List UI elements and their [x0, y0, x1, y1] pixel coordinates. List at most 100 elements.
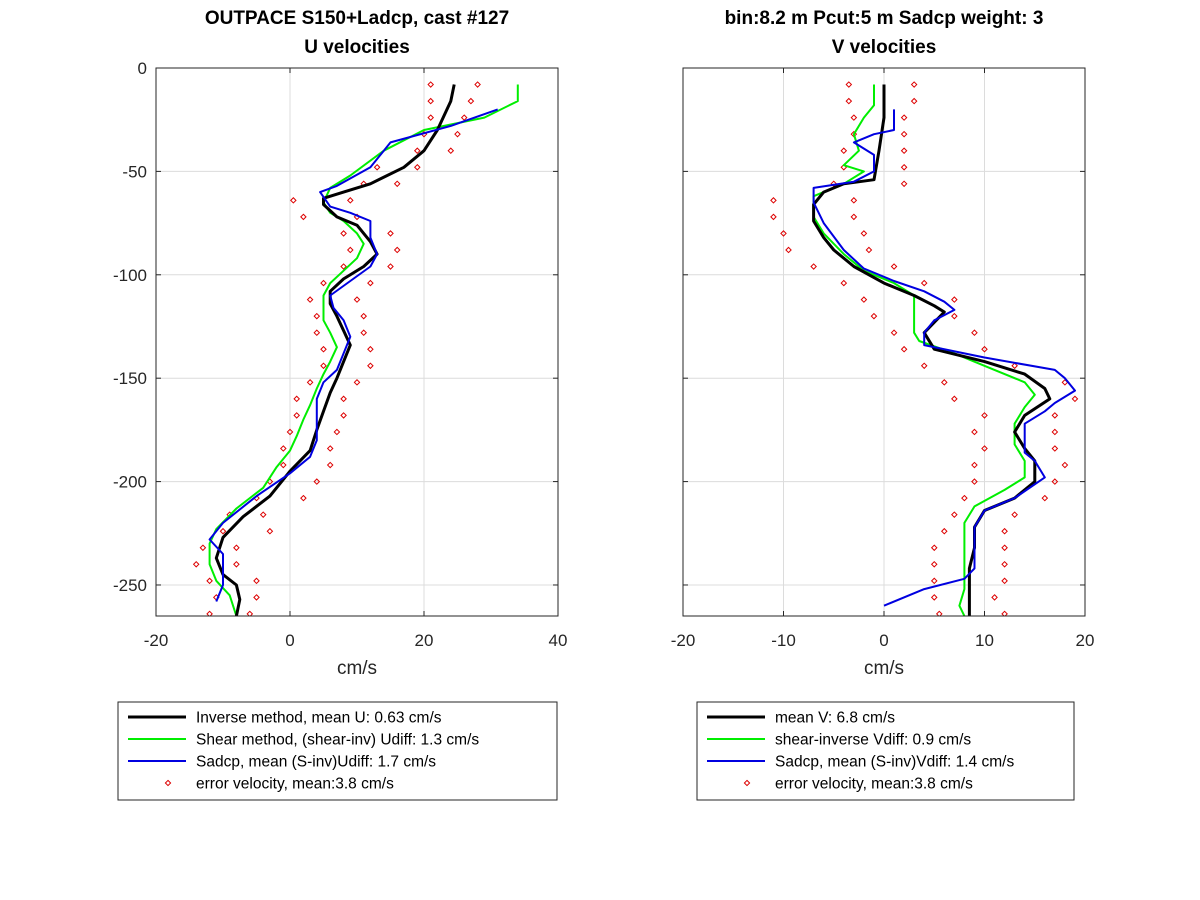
error-marker	[206, 577, 213, 585]
error-marker	[387, 230, 394, 237]
error-marker	[865, 246, 873, 254]
x-tick-label: 10	[975, 631, 994, 650]
error-marker	[951, 511, 958, 518]
error-marker	[900, 147, 908, 155]
error-marker	[930, 577, 938, 585]
error-marker	[770, 213, 777, 221]
error-marker	[785, 246, 792, 254]
sadcp-line	[812, 109, 1076, 607]
error-marker	[850, 114, 858, 121]
plot-area	[156, 68, 558, 616]
v-velocity-chart: bin:8.2 m Pcut:5 m Sadcp weight: 3 V vel…	[671, 8, 1095, 679]
error-marker	[930, 544, 938, 552]
x-tick-label: -10	[771, 631, 796, 650]
error-marker	[1001, 560, 1008, 568]
error-marker	[845, 81, 853, 88]
error-marker	[253, 594, 260, 601]
error-marker	[930, 560, 938, 568]
error-marker	[300, 494, 307, 502]
error-marker	[320, 345, 327, 353]
y-tick-label: -150	[113, 369, 147, 388]
plot-frame	[155, 67, 559, 617]
series-layer	[770, 81, 1079, 616]
error-marker	[1001, 577, 1008, 585]
x-tick-label: 20	[1076, 631, 1095, 650]
error-marker	[910, 81, 918, 88]
error-marker	[454, 130, 461, 138]
error-marker	[1061, 461, 1069, 469]
error-marker	[353, 379, 361, 386]
error-marker	[373, 163, 381, 171]
u-velocity-chart: OUTPACE S150+Ladcp, cast #127 U velociti…	[113, 8, 567, 679]
legend-label: Sadcp, mean (S-inv)Vdiff: 1.4 cm/s	[775, 754, 1014, 771]
error-marker	[1011, 362, 1018, 370]
chart-title-line1: OUTPACE S150+Ladcp, cast #127	[205, 8, 509, 29]
error-marker	[340, 230, 347, 237]
error-marker	[1001, 610, 1008, 616]
error-marker	[340, 263, 347, 270]
error-marker	[346, 197, 354, 204]
error-marker	[393, 246, 401, 254]
legend-label: Sadcp, mean (S-inv)Udiff: 1.7 cm/s	[196, 754, 436, 771]
error-marker	[360, 312, 368, 320]
error-marker	[233, 560, 240, 568]
error-marker	[320, 279, 327, 287]
series-layer	[192, 81, 519, 616]
error-marker	[860, 230, 868, 237]
chart-title-line1: bin:8.2 m Pcut:5 m Sadcp weight: 3	[725, 8, 1044, 29]
error-marker	[860, 296, 868, 303]
x-tick-label: -20	[671, 631, 696, 650]
error-marker	[981, 445, 988, 452]
error-marker	[840, 147, 848, 155]
error-marker	[346, 246, 354, 254]
error-marker	[981, 345, 988, 353]
error-marker	[306, 379, 314, 386]
error-marker	[387, 263, 394, 270]
error-marker	[313, 312, 321, 320]
shear-line	[208, 84, 519, 616]
error-marker	[840, 279, 848, 287]
error-marker	[935, 610, 943, 616]
error-marker	[259, 511, 267, 518]
error-marker	[340, 412, 347, 419]
error-marker	[890, 329, 898, 337]
x-tick-label: 20	[415, 631, 434, 650]
error-marker	[306, 296, 314, 303]
error-marker	[279, 461, 287, 469]
legend-v: mean V: 6.8 cm/s shear-inverse Vdiff: 0.9…	[696, 701, 1075, 801]
error-marker	[850, 197, 858, 204]
error-marker	[367, 345, 374, 353]
error-marker	[206, 610, 213, 616]
error-marker	[981, 412, 988, 419]
error-marker	[1051, 428, 1059, 436]
error-marker	[910, 97, 918, 105]
error-marker	[474, 81, 481, 88]
error-marker	[360, 329, 368, 337]
error-marker	[951, 312, 958, 320]
error-marker	[300, 213, 307, 221]
error-marker	[845, 97, 853, 105]
legend-label: mean V: 6.8 cm/s	[775, 710, 895, 727]
error-marker	[293, 395, 301, 403]
error-marker	[971, 329, 978, 337]
error-marker	[900, 163, 908, 171]
y-tick-label: 0	[138, 59, 147, 78]
error-marker	[293, 412, 301, 419]
x-tick-label: 0	[879, 631, 888, 650]
chart-title-line2: V velocities	[832, 37, 937, 58]
error-marker	[810, 263, 817, 270]
error-marker	[951, 296, 958, 303]
sadcp-line	[208, 108, 499, 602]
legend-label: Shear method, (shear-inv) Udiff: 1.3 cm/…	[196, 732, 479, 749]
y-tick-label: -200	[113, 473, 147, 492]
error-marker	[961, 494, 968, 502]
error-marker	[1051, 445, 1059, 452]
error-marker	[900, 114, 908, 121]
error-marker	[991, 594, 998, 601]
error-marker	[447, 147, 455, 155]
error-marker	[333, 428, 341, 436]
y-tick-label: -50	[122, 162, 147, 181]
error-marker	[951, 395, 958, 403]
y-tick-label: -100	[113, 266, 147, 285]
x-tick-label: 0	[285, 631, 294, 650]
